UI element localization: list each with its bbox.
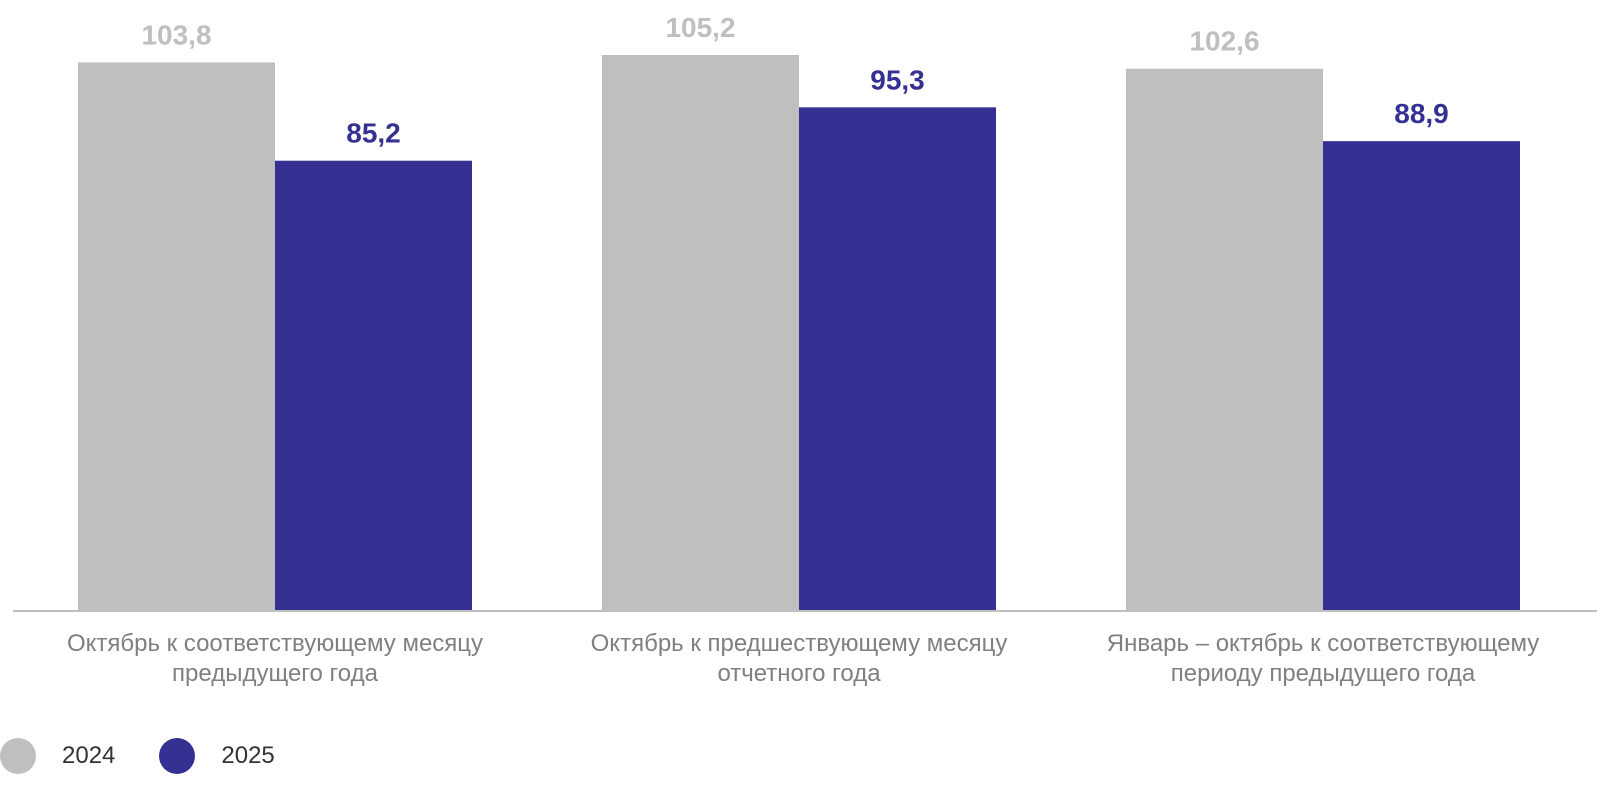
category-label-3: Январь – октябрь к соответствующему перио…: [1107, 630, 1539, 687]
legend-label-2024: 2024: [62, 742, 116, 769]
bar-chart: 103,8 85,2 105,2 95,3 102,6 88,9 Октябрь к со…: [13, 12, 1597, 687]
category-label-2: Октябрь к предшествующему месяцу отчетног…: [591, 630, 1008, 687]
legend-item-2024: 2024: [0, 738, 115, 774]
category-label-1-line-1: Октябрь к соответствующему месяцу: [67, 630, 483, 657]
bar-2024-2: [602, 55, 799, 611]
value-label-2025-1: 85,2: [346, 118, 401, 149]
bar-2025-3: [1323, 141, 1520, 611]
legend-label-2025: 2025: [221, 742, 275, 769]
category-label-3-line-1: Январь – октябрь к соответствующему: [1107, 630, 1539, 657]
legend: 2024 2025: [0, 738, 319, 774]
value-label-2024-1: 103,8: [141, 19, 211, 50]
category-label-1: Октябрь к соответствующему месяцу предыду…: [67, 630, 483, 687]
bar-2025-1: [275, 160, 472, 611]
value-label-2025-3: 88,9: [1394, 98, 1449, 129]
category-label-2-line-1: Октябрь к предшествующему месяцу: [591, 630, 1008, 657]
bars-group: [78, 55, 1520, 612]
category-labels-group: Октябрь к соответствующему месяцу предыду…: [67, 630, 1539, 687]
category-label-2-line-2: отчетного года: [717, 660, 881, 687]
category-label-1-line-2: предыдущего года: [172, 660, 379, 687]
value-label-2024-2: 105,2: [665, 12, 735, 43]
legend-swatch-2024: [0, 738, 36, 774]
bar-2025-2: [799, 107, 996, 612]
value-label-2025-2: 95,3: [870, 64, 925, 95]
category-label-3-line-2: периоду предыдущего года: [1171, 660, 1476, 687]
value-labels-group: 103,8 85,2 105,2 95,3 102,6 88,9: [141, 12, 1448, 149]
legend-swatch-2025: [159, 738, 196, 774]
bar-2024-1: [78, 62, 275, 612]
legend-item-2025: 2025: [159, 738, 275, 774]
bar-2024-3: [1126, 68, 1323, 611]
value-label-2024-3: 102,6: [1189, 26, 1259, 57]
